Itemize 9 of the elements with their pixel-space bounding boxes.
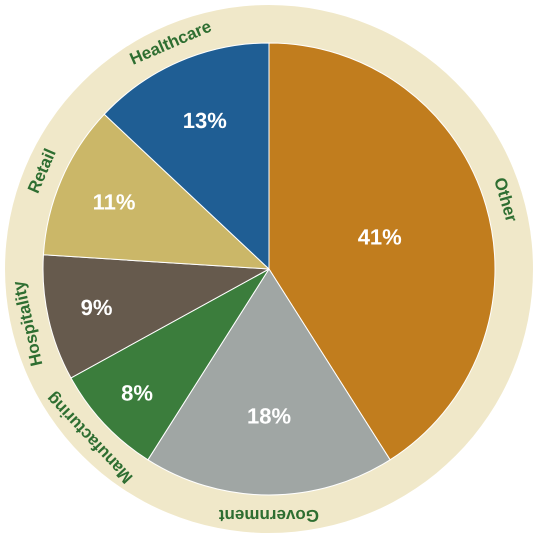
data-label: 9% (80, 295, 112, 320)
slice-label: Retail (24, 146, 60, 196)
slice-label: Hospitality (8, 278, 46, 368)
data-label: 13% (182, 108, 227, 134)
data-label: 18% (246, 404, 292, 429)
slice-label: Other (490, 175, 522, 224)
slice-label: Government (218, 506, 319, 525)
data-label: 41% (358, 224, 402, 250)
data-label: 11% (92, 189, 136, 214)
